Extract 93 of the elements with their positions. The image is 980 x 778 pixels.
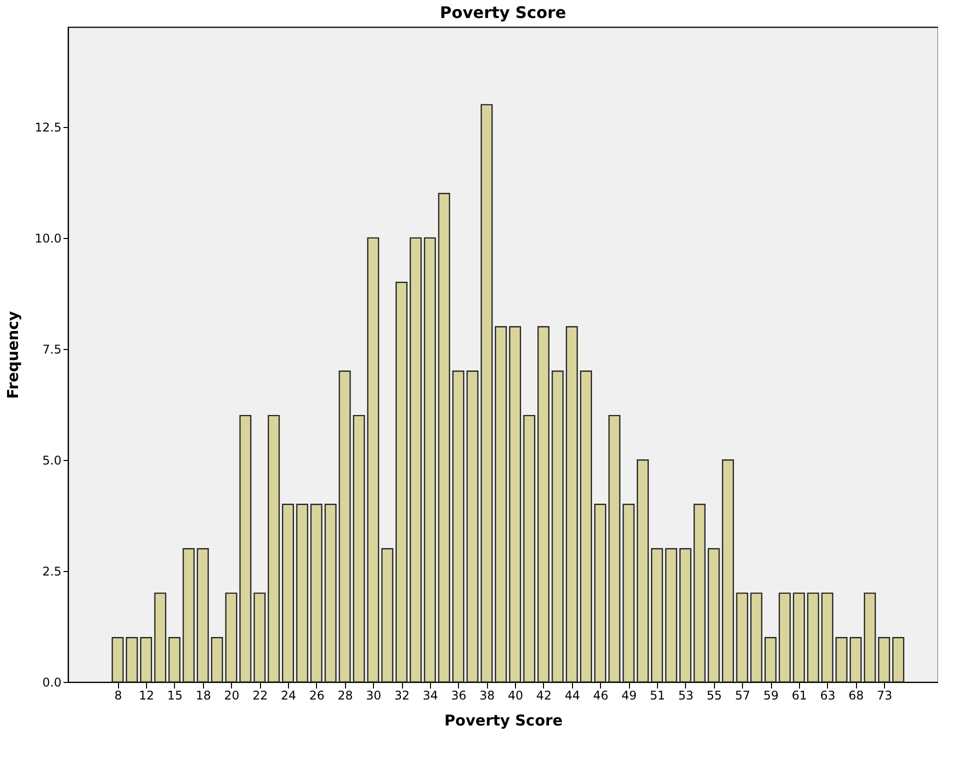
x-axis-title: Poverty Score xyxy=(444,712,563,730)
bar xyxy=(438,192,450,683)
y-tick-label: 7.5 xyxy=(42,342,62,356)
bar xyxy=(792,592,805,683)
bar xyxy=(722,459,734,683)
x-tick-label: 34 xyxy=(422,688,438,702)
bar xyxy=(282,504,294,683)
bar xyxy=(523,414,536,683)
x-tick-label: 55 xyxy=(706,688,722,702)
x-tick-label: 22 xyxy=(252,688,268,702)
x-tick-label: 51 xyxy=(650,688,666,702)
bar xyxy=(736,592,748,683)
bar xyxy=(424,237,436,683)
bar xyxy=(665,548,678,683)
y-tick-label: 12.5 xyxy=(34,120,62,134)
x-tick-label: 38 xyxy=(480,688,495,702)
bar xyxy=(182,548,195,683)
x-tick-label: 61 xyxy=(792,688,808,702)
bar xyxy=(196,548,209,683)
bar xyxy=(352,414,365,683)
bar xyxy=(580,370,592,683)
x-tick-label: 59 xyxy=(763,688,779,702)
x-tick-label: 44 xyxy=(564,688,580,702)
x-tick-label: 15 xyxy=(167,688,183,702)
bar xyxy=(836,636,848,683)
bar xyxy=(381,548,394,683)
bar xyxy=(552,370,564,683)
x-tick-label: 30 xyxy=(366,688,382,702)
bar xyxy=(154,592,166,683)
bar xyxy=(636,459,649,683)
x-tick-label: 12 xyxy=(138,688,154,702)
bar xyxy=(594,504,606,683)
bar xyxy=(168,636,180,683)
bar xyxy=(480,104,493,683)
bar xyxy=(225,592,238,683)
bar xyxy=(494,326,507,683)
y-tick-label: 5.0 xyxy=(42,453,62,468)
x-tick-label: 57 xyxy=(735,688,750,702)
bar xyxy=(807,592,820,683)
x-tick-label: 53 xyxy=(678,688,694,702)
bar xyxy=(324,504,337,683)
x-tick-label: 36 xyxy=(451,688,466,702)
x-tick-label: 24 xyxy=(280,688,296,702)
bar xyxy=(254,592,266,683)
y-tick-label: 2.5 xyxy=(42,564,62,578)
bar xyxy=(239,414,252,683)
x-tick-label: 32 xyxy=(394,688,410,702)
bar xyxy=(452,370,464,683)
y-tick-label: 10.0 xyxy=(34,231,62,246)
chart-title: Poverty Score xyxy=(440,3,566,22)
bar xyxy=(694,504,706,683)
bar xyxy=(622,504,635,683)
bar xyxy=(566,326,578,683)
bar xyxy=(764,636,777,683)
bar xyxy=(708,548,720,683)
bar xyxy=(650,548,663,683)
x-tick-label: 20 xyxy=(224,688,240,702)
bar xyxy=(112,636,124,683)
x-tick-label: 18 xyxy=(196,688,211,702)
bar xyxy=(126,636,138,683)
bar xyxy=(608,414,620,683)
x-tick-label: 49 xyxy=(621,688,637,702)
bar xyxy=(367,237,380,683)
y-axis-title: Frequency xyxy=(4,310,22,399)
x-tick-label: 68 xyxy=(848,688,864,702)
bar xyxy=(864,592,876,683)
x-tick-label: 28 xyxy=(338,688,353,702)
bar xyxy=(537,326,550,683)
bar xyxy=(750,592,762,683)
x-tick-label: 40 xyxy=(508,688,524,702)
bar xyxy=(140,636,152,683)
bar xyxy=(268,414,280,683)
x-tick-label: 46 xyxy=(593,688,608,702)
bar xyxy=(310,504,322,683)
bar xyxy=(850,636,862,683)
x-tick-label: 63 xyxy=(820,688,836,702)
bar xyxy=(878,636,890,683)
x-tick-label: 26 xyxy=(309,688,325,702)
bar xyxy=(211,636,224,683)
bar xyxy=(466,370,478,683)
x-tick-label: 73 xyxy=(876,688,892,702)
bar xyxy=(778,592,791,683)
bar xyxy=(679,548,692,683)
bar xyxy=(338,370,351,683)
bar xyxy=(821,592,834,683)
bar xyxy=(509,326,522,683)
y-tick-label: 0.0 xyxy=(42,676,62,690)
bar xyxy=(892,636,904,683)
bar xyxy=(296,504,308,683)
x-tick-label: 8 xyxy=(114,688,122,702)
bar xyxy=(410,237,422,683)
x-tick-label: 42 xyxy=(536,688,552,702)
bar xyxy=(396,282,408,683)
